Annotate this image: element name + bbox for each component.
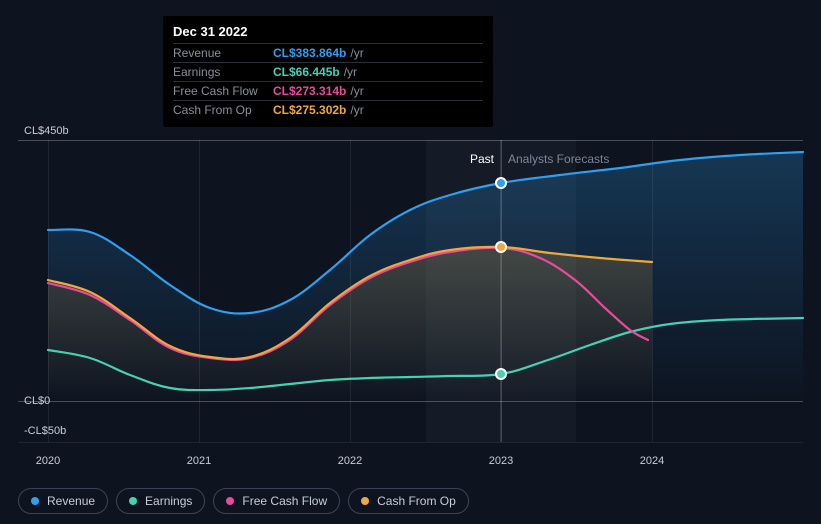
tooltip-row-value: CL$383.864b [273, 46, 346, 60]
legend-dot-icon [226, 497, 234, 505]
chart-container: { "chart": { "type": "line-area", "backg… [0, 0, 821, 524]
tooltip-row-label: Revenue [173, 46, 273, 60]
legend-item-label: Earnings [145, 494, 192, 508]
legend-item-label: Revenue [47, 494, 95, 508]
marker-revenue [496, 178, 506, 188]
tooltip-row-label: Free Cash Flow [173, 84, 273, 98]
legend-item-label: Cash From Op [377, 494, 456, 508]
legend-item-label: Free Cash Flow [242, 494, 327, 508]
tooltip-row: RevenueCL$383.864b/yr [173, 43, 483, 62]
tooltip-row-value: CL$66.445b [273, 65, 340, 79]
chart-tooltip: Dec 31 2022 RevenueCL$383.864b/yrEarning… [163, 16, 493, 127]
legend-dot-icon [129, 497, 137, 505]
tooltip-row-value: CL$275.302b [273, 103, 346, 117]
marker-cfo [496, 242, 506, 252]
marker-earnings [496, 369, 506, 379]
tooltip-row-unit: /yr [350, 46, 363, 60]
tooltip-row-unit: /yr [344, 65, 357, 79]
tooltip-row: EarningsCL$66.445b/yr [173, 62, 483, 81]
legend-item[interactable]: Revenue [18, 488, 108, 514]
tooltip-row-unit: /yr [350, 84, 363, 98]
tooltip-row-label: Cash From Op [173, 103, 273, 117]
tooltip-row: Cash From OpCL$275.302b/yr [173, 100, 483, 119]
tooltip-row-label: Earnings [173, 65, 273, 79]
legend-dot-icon [31, 497, 39, 505]
legend-item[interactable]: Free Cash Flow [213, 488, 340, 514]
legend-item[interactable]: Earnings [116, 488, 205, 514]
tooltip-row: Free Cash FlowCL$273.314b/yr [173, 81, 483, 100]
chart-legend: Revenue Earnings Free Cash Flow Cash From O… [18, 488, 469, 514]
legend-item[interactable]: Cash From Op [348, 488, 469, 514]
tooltip-date: Dec 31 2022 [173, 24, 483, 39]
tooltip-row-unit: /yr [350, 103, 363, 117]
tooltip-row-value: CL$273.314b [273, 84, 346, 98]
legend-dot-icon [361, 497, 369, 505]
